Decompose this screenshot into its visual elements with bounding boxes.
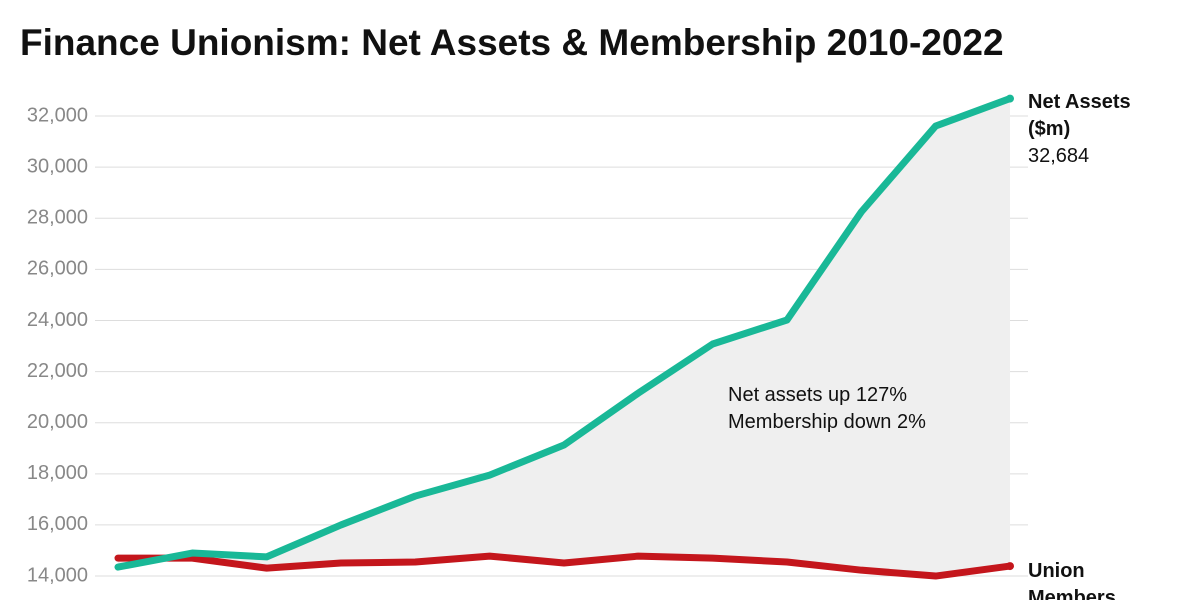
y-tick-label: 14,000 (27, 564, 88, 586)
y-tick-label: 30,000 (27, 155, 88, 177)
end-point (1006, 562, 1014, 571)
end-value-label: 32,684 (1028, 145, 1090, 167)
y-tick-label: 18,000 (27, 462, 88, 484)
annotation-line: Membership down 2% (728, 411, 926, 433)
y-tick-label: 24,000 (27, 309, 88, 331)
legend-entry: Union Members (1028, 560, 1116, 600)
series-label: Union Members (1028, 558, 1158, 600)
y-tick-label: 22,000 (27, 360, 88, 382)
y-tick-label: 20,000 (27, 411, 88, 433)
grid (95, 98, 1028, 577)
chart-title: Finance Unionism: Net Assets & Membershi… (20, 22, 1004, 63)
annotation-line: Net assets up 127% (728, 384, 907, 406)
end-point (1006, 94, 1014, 103)
gap-area (118, 98, 1010, 577)
y-tick-label: 32,000 (27, 104, 88, 126)
legend-entry: Net Assets ($m) (1028, 91, 1131, 140)
series-line (114, 552, 1014, 580)
series-label: Net Assets ($m) 32,684 (1028, 89, 1158, 170)
annotation: Net assets up 127% Membership down 2% (728, 382, 926, 436)
series-line (114, 95, 1014, 571)
y-tick-label: 28,000 (27, 207, 88, 229)
y-tick-label: 16,000 (27, 513, 88, 535)
y-tick-label: 26,000 (27, 258, 88, 280)
